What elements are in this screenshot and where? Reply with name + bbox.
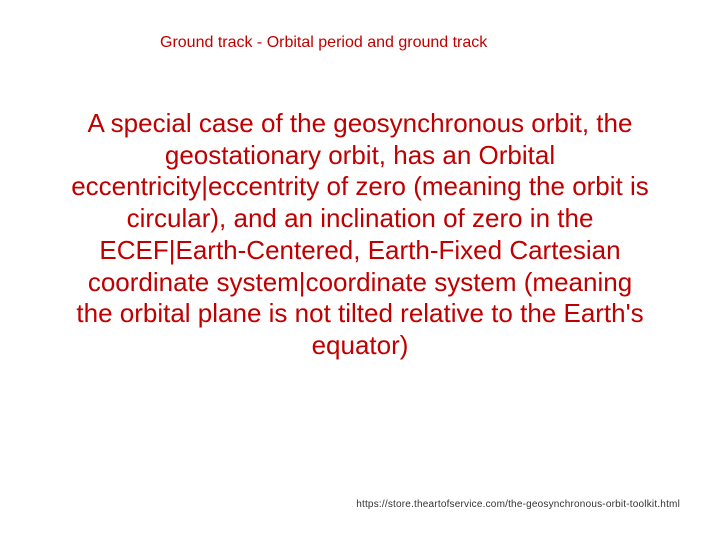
- slide-body-text: A special case of the geosynchronous orb…: [70, 108, 650, 362]
- slide: Ground track - Orbital period and ground…: [0, 0, 720, 540]
- slide-title-wrap: Ground track - Orbital period and ground…: [0, 34, 720, 52]
- slide-body: A special case of the geosynchronous orb…: [70, 108, 650, 362]
- slide-footer-url: https://store.theartofservice.com/the-ge…: [356, 499, 680, 510]
- slide-title: Ground track - Orbital period and ground…: [160, 34, 487, 52]
